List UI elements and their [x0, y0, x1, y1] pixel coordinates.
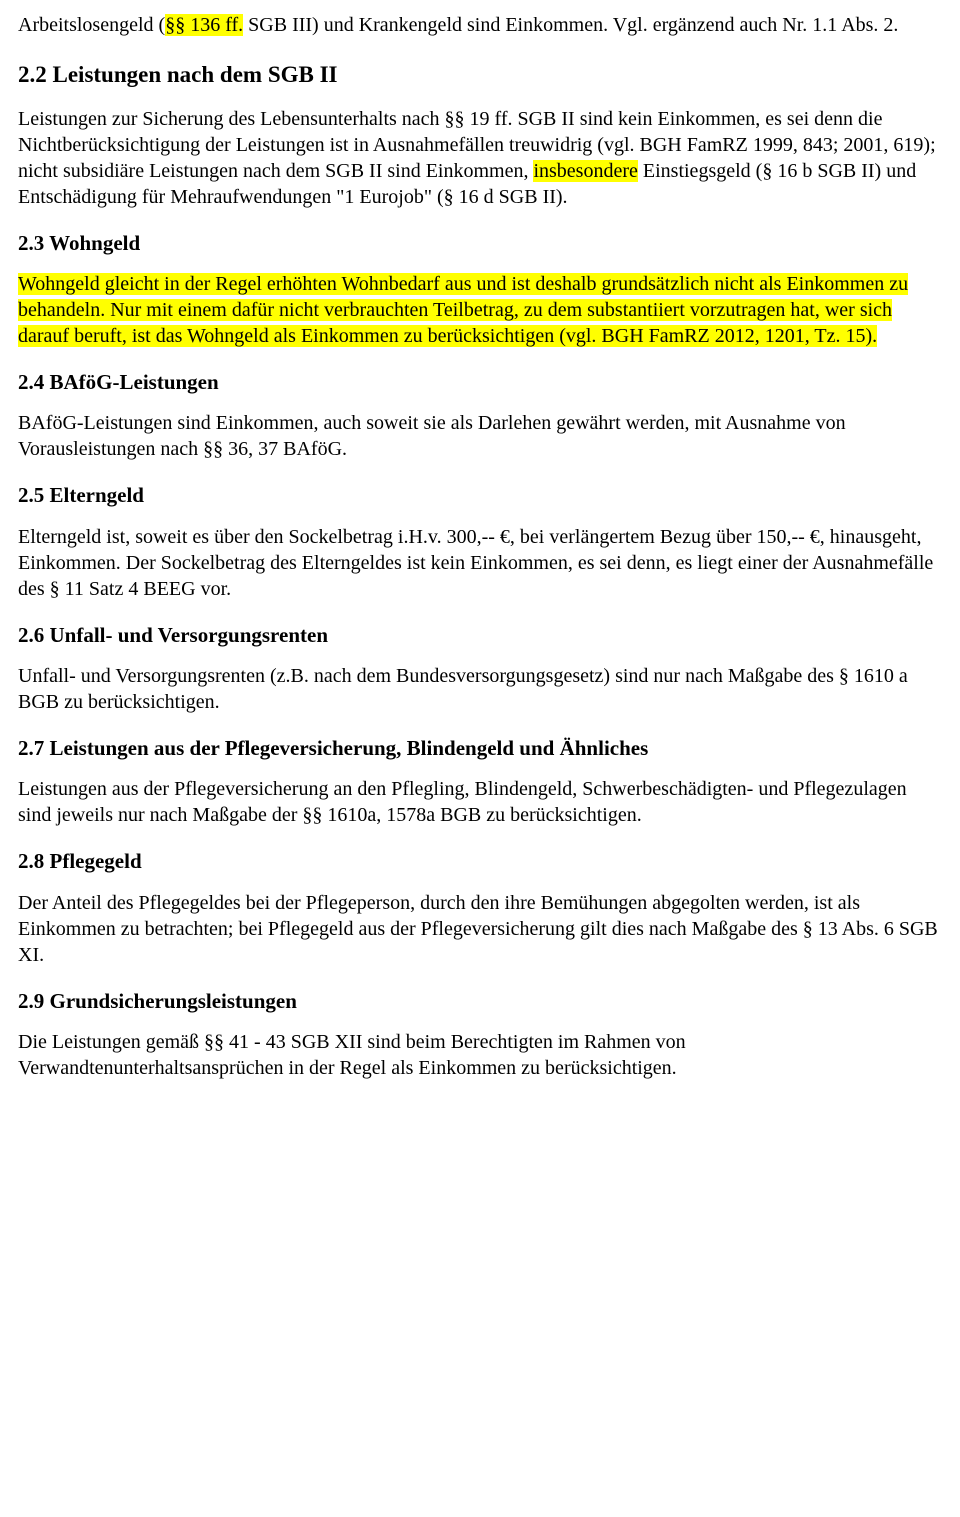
section-2-2-paragraph: Leistungen zur Sicherung des Lebensunter…: [18, 106, 942, 210]
section-2-7-paragraph: Leistungen aus der Pflegeversicherung an…: [18, 776, 942, 828]
s22-highlight: insbesondere: [533, 160, 637, 182]
intro-highlight: §§ 136 ff.: [165, 14, 243, 36]
heading-2-3: 2.3 Wohngeld: [18, 230, 942, 257]
heading-2-5: 2.5 Elterngeld: [18, 482, 942, 509]
heading-2-2: 2.2 Leistungen nach dem SGB II: [18, 60, 942, 90]
section-2-9-paragraph: Die Leistungen gemäß §§ 41 - 43 SGB XII …: [18, 1029, 942, 1081]
section-2-8-paragraph: Der Anteil des Pflegegeldes bei der Pfle…: [18, 890, 942, 968]
s23-highlight: Wohngeld gleicht in der Regel erhöhten W…: [18, 273, 908, 347]
heading-2-4: 2.4 BAföG-Leistungen: [18, 369, 942, 396]
intro-text-a: Arbeitslosengeld (: [18, 14, 165, 36]
heading-2-9: 2.9 Grundsicherungsleistungen: [18, 988, 942, 1015]
section-2-4-paragraph: BAföG-Leistungen sind Einkommen, auch so…: [18, 410, 942, 462]
heading-2-8: 2.8 Pflegegeld: [18, 848, 942, 875]
heading-2-7: 2.7 Leistungen aus der Pflegeversicherun…: [18, 735, 942, 762]
intro-text-b: SGB III) und Krankengeld sind Einkommen.…: [243, 14, 898, 36]
section-2-5-paragraph: Elterngeld ist, soweit es über den Socke…: [18, 524, 942, 602]
section-2-3-paragraph: Wohngeld gleicht in der Regel erhöhten W…: [18, 271, 942, 349]
intro-paragraph: Arbeitslosengeld (§§ 136 ff. SGB III) un…: [18, 12, 942, 38]
heading-2-6: 2.6 Unfall- und Versorgungsrenten: [18, 622, 942, 649]
section-2-6-paragraph: Unfall- und Versorgungsrenten (z.B. nach…: [18, 663, 942, 715]
